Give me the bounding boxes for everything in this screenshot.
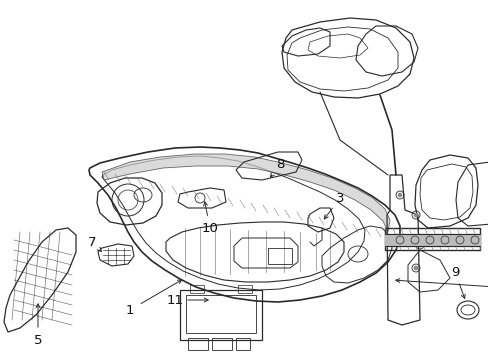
Text: 11: 11 bbox=[166, 293, 183, 306]
Circle shape bbox=[417, 243, 421, 247]
Bar bbox=[185, 295, 256, 333]
Bar bbox=[187, 338, 207, 350]
Text: 1: 1 bbox=[125, 303, 134, 316]
Bar bbox=[190, 285, 203, 293]
Polygon shape bbox=[102, 154, 389, 232]
Bar bbox=[236, 338, 249, 350]
Text: 7: 7 bbox=[87, 235, 96, 248]
Bar bbox=[180, 290, 262, 340]
Bar bbox=[384, 228, 479, 250]
Bar bbox=[212, 338, 231, 350]
Bar bbox=[267, 248, 291, 264]
Text: 9: 9 bbox=[450, 266, 458, 279]
Circle shape bbox=[397, 193, 401, 197]
Text: 3: 3 bbox=[335, 192, 344, 204]
Bar bbox=[238, 285, 251, 293]
Circle shape bbox=[413, 266, 417, 270]
Text: 5: 5 bbox=[34, 333, 42, 346]
Text: 8: 8 bbox=[275, 158, 284, 171]
Circle shape bbox=[413, 213, 417, 217]
Text: 10: 10 bbox=[201, 221, 218, 234]
